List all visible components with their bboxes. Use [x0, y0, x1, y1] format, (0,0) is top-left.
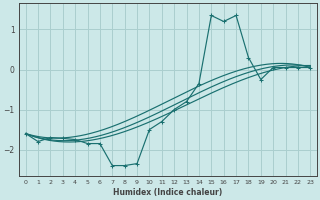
X-axis label: Humidex (Indice chaleur): Humidex (Indice chaleur) [113, 188, 223, 197]
